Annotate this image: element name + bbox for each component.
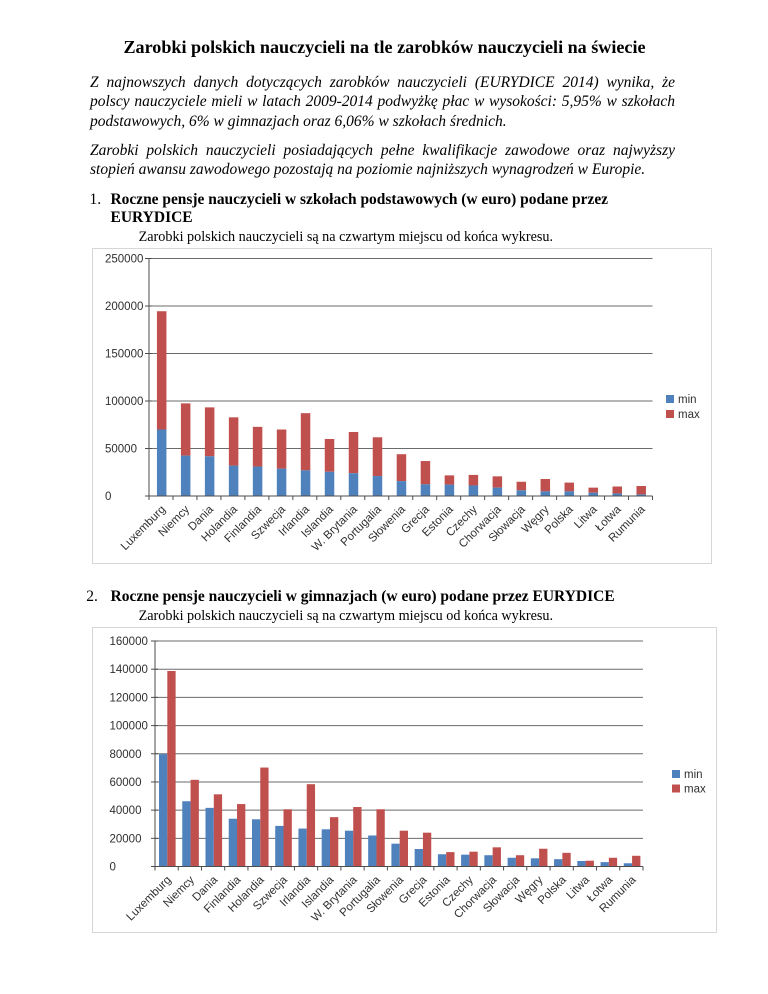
svg-text:50000: 50000 (105, 444, 137, 456)
svg-text:60000: 60000 (110, 777, 142, 789)
svg-text:120000: 120000 (110, 692, 148, 704)
svg-text:0: 0 (110, 862, 116, 874)
svg-text:max: max (678, 409, 700, 421)
svg-text:min: min (684, 769, 703, 781)
svg-text:200000: 200000 (105, 301, 143, 313)
svg-text:max: max (684, 784, 706, 796)
svg-text:min: min (678, 394, 697, 406)
svg-text:250000: 250000 (105, 254, 143, 266)
svg-text:20000: 20000 (110, 833, 142, 845)
svg-text:140000: 140000 (110, 664, 148, 676)
svg-text:100000: 100000 (105, 396, 143, 408)
svg-text:160000: 160000 (110, 636, 148, 648)
svg-text:100000: 100000 (110, 721, 148, 733)
svg-text:80000: 80000 (110, 749, 142, 761)
svg-text:40000: 40000 (110, 805, 142, 817)
svg-text:150000: 150000 (105, 349, 143, 361)
svg-text:0: 0 (105, 491, 111, 503)
